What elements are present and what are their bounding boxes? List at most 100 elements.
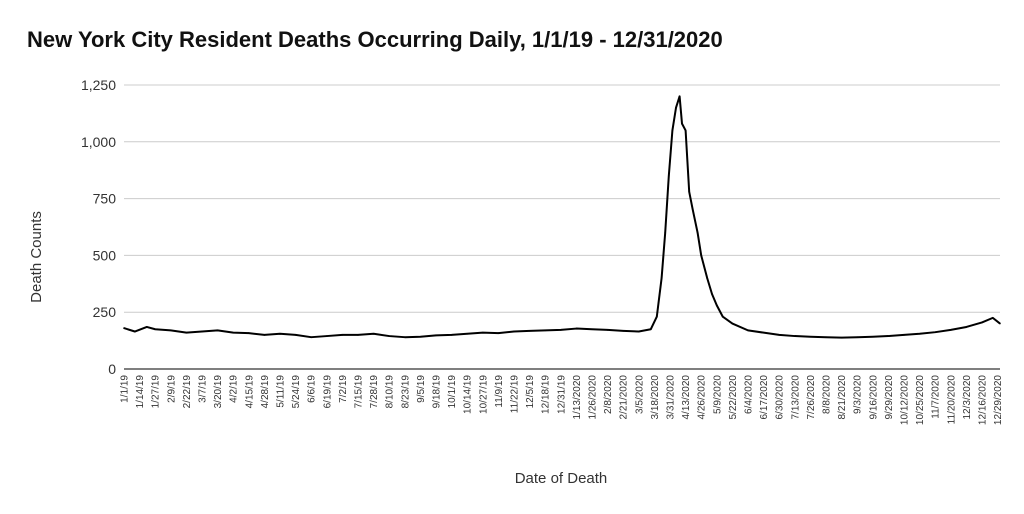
data-point — [450, 334, 453, 336]
x-tick-label: 2/21/2020 — [619, 375, 630, 420]
x-tick-label: 6/17/2020 — [759, 375, 770, 420]
data-point — [981, 321, 983, 324]
data-point — [216, 329, 219, 332]
x-tick-label: 3/20/19 — [213, 375, 224, 409]
x-tick-label: 4/26/2020 — [697, 375, 708, 420]
data-point — [357, 334, 359, 336]
data-point — [965, 326, 968, 328]
data-point — [950, 329, 952, 331]
x-tick-label: 12/3/2020 — [962, 375, 973, 420]
y-axis-ticks: 0 250 500 750 1,000 1,250 — [81, 77, 116, 377]
gridlines — [124, 84, 1000, 370]
x-tick-label: 6/19/19 — [322, 375, 333, 409]
x-tick-label: 6/4/2020 — [744, 375, 755, 414]
x-tick-label: 10/25/2020 — [915, 375, 926, 425]
x-tick-label: 7/28/19 — [369, 375, 380, 409]
x-tick-label: 12/5/19 — [525, 375, 536, 409]
data-point — [711, 293, 713, 295]
x-tick-label: 11/7/2020 — [931, 375, 942, 419]
data-point — [840, 336, 843, 339]
x-tick-label: 1/26/2020 — [588, 375, 599, 420]
data-point — [372, 332, 375, 335]
data-point — [419, 335, 422, 338]
x-tick-label: 1/1/19 — [120, 375, 131, 403]
data-point — [170, 329, 172, 332]
x-tick-label: 5/24/19 — [291, 375, 302, 409]
x-tick-label: 9/18/19 — [432, 375, 443, 409]
data-point — [681, 122, 683, 125]
data-point — [146, 326, 148, 328]
data-point — [668, 175, 670, 177]
chart-title: New York City Resident Deaths Occurring … — [27, 27, 723, 52]
data-point — [201, 330, 203, 333]
data-point — [248, 332, 250, 334]
x-tick-label: 8/23/19 — [400, 375, 411, 409]
x-tick-label: 8/10/19 — [385, 375, 396, 409]
x-tick-label: 10/1/19 — [447, 375, 458, 409]
data-point — [872, 335, 874, 338]
x-tick-label: 3/31/2020 — [666, 375, 677, 420]
data-point — [123, 327, 125, 329]
data-point — [185, 331, 188, 334]
x-tick-label: 1/14/19 — [135, 375, 146, 409]
x-tick-label: 3/18/2020 — [650, 375, 661, 420]
data-point — [731, 322, 734, 325]
data-point — [310, 336, 313, 338]
data-point — [263, 334, 266, 336]
x-tick-label: 4/2/19 — [229, 375, 240, 403]
data-point — [903, 334, 905, 336]
data-point — [664, 231, 666, 234]
x-tick-label: 4/28/19 — [260, 375, 271, 409]
data-point — [388, 335, 391, 337]
data-point — [887, 335, 890, 337]
series-line — [123, 95, 1001, 339]
data-point — [688, 190, 690, 193]
data-point — [622, 330, 624, 332]
y-tick-label: 1,000 — [81, 134, 116, 150]
x-tick-label: 11/9/19 — [494, 375, 505, 408]
data-point — [856, 336, 858, 338]
x-tick-label: 10/14/19 — [463, 375, 474, 414]
y-tick-label: 1,250 — [81, 77, 116, 93]
data-point — [482, 331, 484, 334]
y-tick-label: 250 — [93, 304, 117, 320]
x-tick-label: 12/18/19 — [541, 375, 552, 414]
x-tick-label: 2/22/19 — [182, 375, 193, 409]
data-point — [560, 329, 562, 331]
data-point — [638, 330, 640, 333]
data-point — [809, 335, 812, 338]
x-tick-label: 7/13/2020 — [790, 375, 801, 420]
data-point — [747, 329, 749, 332]
data-point — [606, 329, 609, 331]
data-point — [591, 328, 593, 331]
x-tick-label: 7/26/2020 — [806, 375, 817, 420]
x-tick-label: 11/22/19 — [510, 375, 521, 414]
data-point — [650, 328, 652, 331]
x-tick-label: 12/31/19 — [556, 375, 567, 414]
x-tick-label: 8/21/2020 — [837, 375, 848, 420]
x-tick-label: 2/9/19 — [166, 375, 177, 403]
data-point — [778, 334, 780, 336]
x-tick-label: 7/15/19 — [354, 375, 365, 409]
data-point — [154, 328, 156, 331]
data-point — [497, 332, 500, 334]
y-tick-label: 500 — [93, 247, 117, 263]
x-tick-label: 10/12/2020 — [900, 375, 911, 425]
x-tick-label: 3/7/19 — [198, 375, 209, 403]
x-tick-label: 1/13/2020 — [572, 375, 583, 420]
data-point — [404, 336, 406, 338]
data-point — [326, 335, 328, 337]
x-tick-label: 8/8/2020 — [822, 375, 833, 414]
data-point — [992, 317, 994, 319]
data-point — [341, 334, 344, 336]
data-point — [671, 129, 674, 132]
data-point — [294, 334, 297, 336]
y-tick-label: 0 — [108, 361, 116, 377]
data-point — [575, 327, 578, 330]
data-point — [684, 129, 687, 132]
data-point — [466, 332, 469, 335]
data-point — [825, 336, 827, 338]
x-tick-label: 6/30/2020 — [775, 375, 786, 420]
data-point — [232, 331, 234, 334]
